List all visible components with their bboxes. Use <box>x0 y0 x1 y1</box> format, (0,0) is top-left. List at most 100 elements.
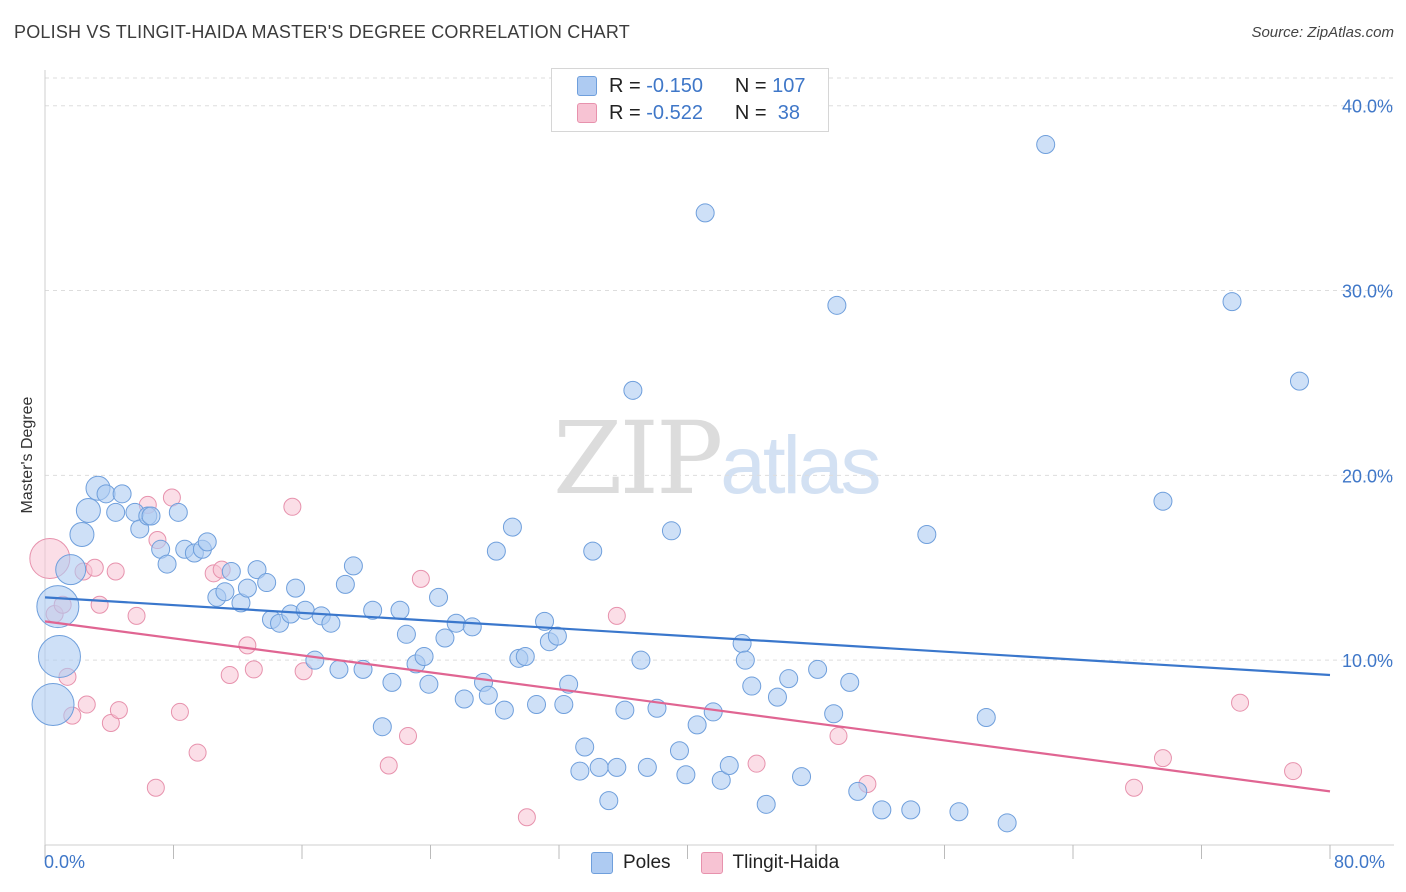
poles-point <box>695 203 715 223</box>
poles-point <box>36 585 80 629</box>
tlingit-haida-point <box>146 778 165 797</box>
poles-point <box>623 380 643 400</box>
poles-swatch <box>577 76 597 96</box>
poles-point <box>75 497 101 523</box>
poles-point <box>589 757 609 777</box>
poles-point <box>462 617 482 637</box>
poles-point <box>486 541 506 561</box>
poles-point <box>535 611 555 631</box>
tlingit-haida-point <box>170 702 189 721</box>
tlingit-haida-point <box>829 726 848 745</box>
poles-point <box>669 741 689 761</box>
poles-point <box>372 717 392 737</box>
poles-point <box>168 502 188 522</box>
poles-point <box>157 554 177 574</box>
tlingit-haida-point <box>85 558 104 577</box>
poles-point <box>454 689 474 709</box>
poles-point <box>221 561 241 581</box>
tlingit-haida-point <box>747 754 766 773</box>
axes <box>44 70 1394 846</box>
legend-item-tlingit-haida: Tlingit-Haida <box>700 852 840 874</box>
tlingit-haida-point <box>379 756 398 775</box>
tlingit-haida-point <box>399 726 418 745</box>
tlingit-haida-point <box>283 497 302 516</box>
poles-point <box>478 685 498 705</box>
poles-point <box>295 600 315 620</box>
grid-lines <box>45 77 1394 661</box>
poles-point <box>237 578 257 598</box>
tlingit-haida-point <box>188 743 207 762</box>
x-ticks <box>44 845 1331 859</box>
poles-point <box>1153 491 1173 511</box>
tlingit-haida-point <box>106 562 125 581</box>
trend-lines <box>44 596 1331 793</box>
poles-point <box>396 624 416 644</box>
poles-point <box>321 613 341 633</box>
legend-item-poles: Poles <box>591 852 671 874</box>
poles-point <box>827 295 847 315</box>
poles-point <box>570 761 590 781</box>
poles-point <box>767 687 787 707</box>
n-value-tlingit-haida: 38 <box>772 101 800 124</box>
legend-row-tlingit-haida: R = -0.522 N = 38 <box>577 100 800 126</box>
r-label: R = <box>609 101 641 124</box>
legend-row-poles: R = -0.150 N = 107 <box>577 73 806 99</box>
poles-point <box>554 695 574 715</box>
tlingit-haida-legend-swatch <box>700 852 723 874</box>
poles-point <box>305 650 325 670</box>
legend-label-tlingit-haida: Tlingit-Haida <box>732 852 840 873</box>
poles-point <box>494 700 514 720</box>
tlingit-haida-point <box>77 695 96 714</box>
poles-point <box>661 521 681 541</box>
tlingit-haida-point <box>1231 693 1250 712</box>
poles-point <box>106 502 126 522</box>
poles-point <box>197 532 217 552</box>
poles-point <box>286 578 306 598</box>
poles-point <box>112 484 132 504</box>
x-tick-label-min: 0.0% <box>44 852 86 872</box>
poles-point <box>599 791 619 811</box>
n-label: N = <box>734 101 767 124</box>
poles-point <box>575 737 595 757</box>
tlingit-haida-point <box>109 701 128 720</box>
poles-point <box>631 650 651 670</box>
poles-point <box>735 650 755 670</box>
tlingit-haida-point <box>1125 778 1144 797</box>
poles-point <box>901 800 921 820</box>
poles-point <box>792 767 812 787</box>
poles-point <box>1036 135 1056 155</box>
poles-point <box>824 704 844 724</box>
chart-title: POLISH VS TLINGIT-HAIDA MASTER'S DEGREE … <box>14 22 630 42</box>
poles-point <box>69 522 95 548</box>
poles-legend-swatch <box>591 852 613 874</box>
tlingit-haida-point <box>1284 762 1303 781</box>
tlingit-haida-point <box>220 665 239 684</box>
poles-point <box>547 626 567 646</box>
poles-point <box>343 556 363 576</box>
poles-point <box>808 659 828 679</box>
tlingit-haida-trend-line <box>44 620 1331 793</box>
stats-legend: R = -0.150 N = 107 R = -0.522 N = 38 <box>551 68 829 132</box>
poles-point <box>848 781 868 801</box>
y-tick-label: 20.0% <box>1342 466 1393 486</box>
n-value-poles: 107 <box>772 74 806 97</box>
poles-point <box>527 695 547 715</box>
poles-point <box>559 674 579 694</box>
poles-point <box>382 672 402 692</box>
poles-point <box>949 802 969 822</box>
legend-label-poles: Poles <box>623 852 671 873</box>
poles-point <box>872 800 892 820</box>
y-tick-label: 10.0% <box>1342 651 1393 671</box>
tlingit-haida-point <box>90 595 109 614</box>
poles-point <box>615 700 635 720</box>
poles-point <box>637 757 657 777</box>
poles-point <box>363 600 383 620</box>
poles-point <box>917 525 937 545</box>
tlingit-haida-point <box>411 569 430 588</box>
tlingit-haida-point <box>244 660 263 679</box>
poles-point <box>96 484 116 504</box>
poles-point <box>1222 292 1242 312</box>
poles-point <box>515 646 535 666</box>
poles-point <box>711 770 731 790</box>
